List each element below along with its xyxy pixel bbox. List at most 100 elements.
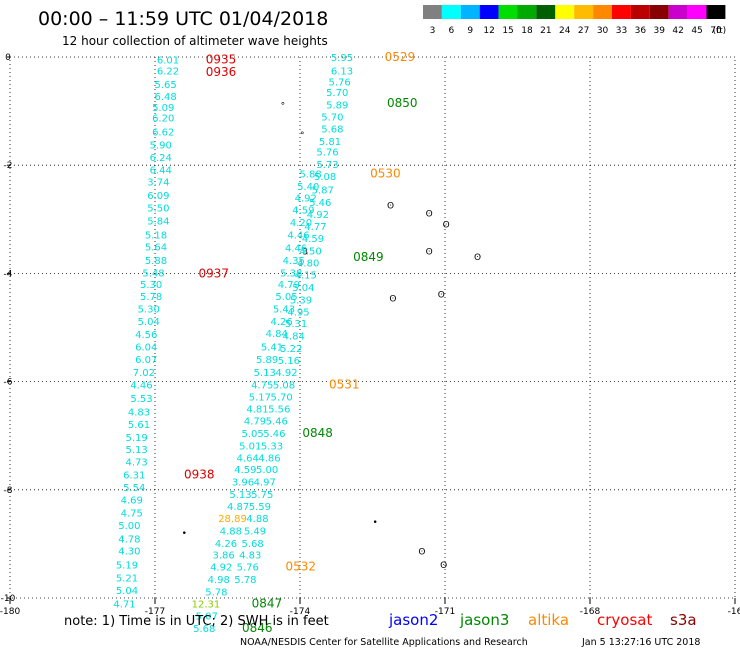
wave-height-value: 4.46: [130, 380, 152, 391]
wave-height-values: 6.016.22 5.656.485.096.20 6.62 5.906.24 6.44…: [113, 53, 353, 635]
colorbar-swatch: [649, 5, 669, 19]
wave-height-value: 5.43: [273, 305, 295, 316]
wave-height-value: 5.04: [138, 317, 160, 328]
track-time-label: 0850: [387, 96, 418, 110]
wave-height-value: 5.16: [278, 356, 300, 367]
track-time-label: 0938: [184, 468, 215, 482]
wave-height-value: 5.53: [130, 394, 152, 405]
colorbar-swatch: [574, 5, 594, 19]
wave-height-value: 4.92: [295, 194, 317, 205]
track-time-label: 0846: [242, 621, 273, 635]
wave-height-value: 4.86: [258, 453, 280, 464]
wave-height-value: 5.49: [244, 526, 266, 537]
wave-height-value: 5.89: [256, 355, 278, 366]
wave-height-value: 5.68: [193, 624, 215, 635]
wave-height-value: 5.22: [280, 344, 302, 355]
wave-height-value: 6.09: [147, 191, 169, 202]
colorbar-label: 12: [483, 26, 494, 36]
wave-height-value: 6.62: [152, 128, 174, 139]
colorbar-label: 24: [559, 26, 571, 36]
wave-height-value: 4.92: [307, 210, 329, 221]
wave-height-value: 5.05: [241, 429, 263, 440]
wave-height-value: 5.76: [316, 148, 338, 159]
wave-height-value: 6.07: [135, 355, 157, 366]
wave-height-value: 6.31: [123, 471, 145, 482]
wave-height-value: 5.46: [309, 198, 331, 209]
wave-height-value: 5.13: [254, 368, 276, 379]
wave-height-value: 5.04: [116, 586, 138, 597]
y-tick-label: -2: [4, 161, 13, 171]
wave-height-value: 4.75: [121, 509, 143, 520]
wave-height-value: 6.20: [152, 114, 174, 125]
footer-note: note: 1) Time is in UTC; 2) SWH is in fe…: [64, 614, 329, 629]
wave-height-value: 4.79: [278, 280, 300, 291]
wave-height-value: 6.04: [135, 342, 157, 353]
x-tick-label: -177: [145, 607, 165, 617]
wave-height-value: 6.48: [154, 92, 176, 103]
island-marker: ʘ: [443, 220, 450, 230]
wave-height-value: 5.13: [125, 445, 147, 456]
wave-height-value: 28.89: [218, 514, 247, 525]
wave-height-value: 4.56: [135, 330, 157, 341]
y-tick-label: -8: [4, 486, 13, 496]
wave-height-value: 5.33: [261, 441, 283, 452]
satellite-legend-item: altika: [528, 611, 569, 629]
colorbar-label: 70: [710, 26, 722, 36]
wave-height-value: 6.22: [157, 67, 179, 78]
island-marker: ʘ: [389, 295, 396, 305]
colorbar-swatch: [517, 5, 537, 19]
colorbar-swatch: [498, 5, 518, 19]
satellite-legend-item: jason2: [388, 611, 438, 629]
track-time-label: 0848: [302, 426, 333, 440]
wave-height-value: 6.44: [150, 166, 172, 177]
wave-height-value: 6.13: [331, 67, 353, 78]
wave-height-value: 5.13: [229, 490, 251, 501]
wave-height-value: 5.59: [249, 502, 271, 513]
wave-height-value: 5.40: [297, 182, 319, 193]
wave-height-value: 4.98: [208, 575, 230, 586]
colorbar-label: 9: [467, 26, 473, 36]
track-time-label: 0937: [199, 266, 230, 280]
wave-height-value: 5.00: [256, 465, 278, 476]
wave-height-value: 5.70: [326, 88, 348, 99]
wave-height-value: 4.84: [266, 329, 288, 340]
wave-height-value: 4.97: [254, 478, 276, 489]
wave-height-value: 5.50: [147, 203, 169, 214]
colorbar-label: 33: [616, 26, 627, 36]
wave-height-value: 5.05: [275, 292, 297, 303]
wave-height-value: 4.30: [118, 546, 140, 557]
wave-height-value: 5.78: [205, 588, 227, 599]
wave-height-value: 5.46: [266, 417, 288, 428]
island-marker: •: [373, 518, 378, 528]
chart-title: 00:00 – 11:59 UTC 01/04/2018: [38, 8, 328, 30]
wave-height-value: 4.88: [246, 514, 268, 525]
wave-height-value: 5.08: [273, 380, 295, 391]
island-marker: 3: [302, 247, 308, 257]
wave-height-value: 5.38: [280, 268, 302, 279]
colorbar-swatch: [668, 5, 688, 19]
island-marker: ʘ: [440, 561, 447, 571]
wave-height-value: 4.71: [113, 599, 135, 610]
wave-height-value: 4.59: [302, 234, 324, 245]
wave-height-value: 5.89: [326, 101, 348, 112]
wave-height-value: 4.64: [237, 453, 259, 464]
wave-height-value: 5.39: [290, 295, 312, 306]
wave-height-value: 5.09: [152, 103, 174, 114]
wave-height-value: 5.75: [251, 490, 273, 501]
colorbar-unit: (ft): [713, 26, 727, 36]
wave-height-value: 5.61: [128, 420, 150, 431]
colorbar-swatch: [612, 5, 631, 19]
wave-height-value: 5.18: [145, 230, 167, 241]
wave-height-value: 3.86: [212, 551, 234, 562]
footer: note: 1) Time is in UTC; 2) SWH is in fe…: [64, 611, 700, 648]
track-time-label: 0935: [206, 53, 237, 67]
colorbar-label: 30: [597, 26, 609, 36]
island-marker: ʘ: [418, 548, 425, 558]
color-scale-legend: 3 6 9 12 15 18 21 24 27 30 33 36 39 42 45 70(ft): [423, 5, 726, 36]
wave-height-value: 4.92: [275, 368, 297, 379]
island-marker: •: [182, 529, 187, 539]
wave-height-value: 4.78: [118, 534, 140, 545]
colorbar-swatch: [687, 5, 707, 19]
wave-height-value: 5.70: [270, 393, 292, 404]
